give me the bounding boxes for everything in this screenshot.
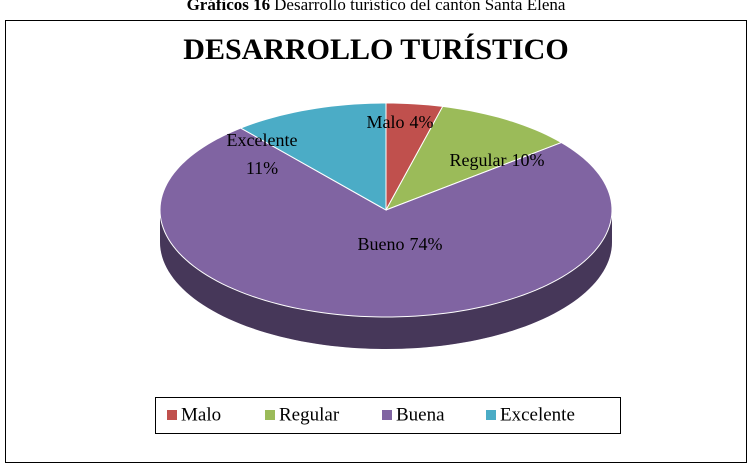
slice-label: Regular 10%	[450, 150, 545, 170]
legend-label: Buena	[396, 404, 445, 425]
slice-value: 74%	[410, 234, 443, 254]
slice-name: Excelente	[227, 130, 298, 150]
pie: Malo 4% Regular 10% Bueno 74% Excelente 11%	[159, 102, 613, 349]
slice	[239, 102, 387, 211]
legend-swatch	[486, 410, 496, 420]
legend-swatch	[265, 410, 275, 420]
legend-label: Malo	[181, 404, 221, 425]
slice-value: 10%	[511, 150, 544, 170]
caption-text: Desarrollo turístico del cantón Santa El…	[274, 0, 566, 14]
legend-swatch	[382, 410, 392, 420]
legend-label: Excelente	[500, 404, 575, 425]
legend: Malo Regular Buena Excelente	[155, 397, 621, 434]
legend-swatch	[167, 410, 177, 420]
slice-label: Excelente 11%	[227, 130, 298, 178]
slice-value: 4%	[410, 112, 434, 132]
slice-name: Regular	[450, 150, 507, 170]
slice-label: Bueno 74%	[358, 234, 443, 254]
slice-name: Malo	[367, 112, 405, 132]
legend-label: Regular	[279, 404, 340, 425]
chart-title: DESARROLLO TURÍSTICO	[183, 33, 568, 66]
slice	[384, 105, 563, 211]
caption: Gráficos 16 Desarrollo turístico del cant…	[187, 0, 566, 14]
caption-label: Gráficos 16	[187, 0, 271, 14]
slice	[159, 127, 613, 318]
slice-label: Malo 4%	[367, 112, 434, 132]
slice-side-shade	[160, 210, 612, 349]
slice-value: 11%	[246, 158, 278, 178]
slice-side	[160, 210, 612, 349]
slice-name: Bueno	[358, 234, 405, 254]
